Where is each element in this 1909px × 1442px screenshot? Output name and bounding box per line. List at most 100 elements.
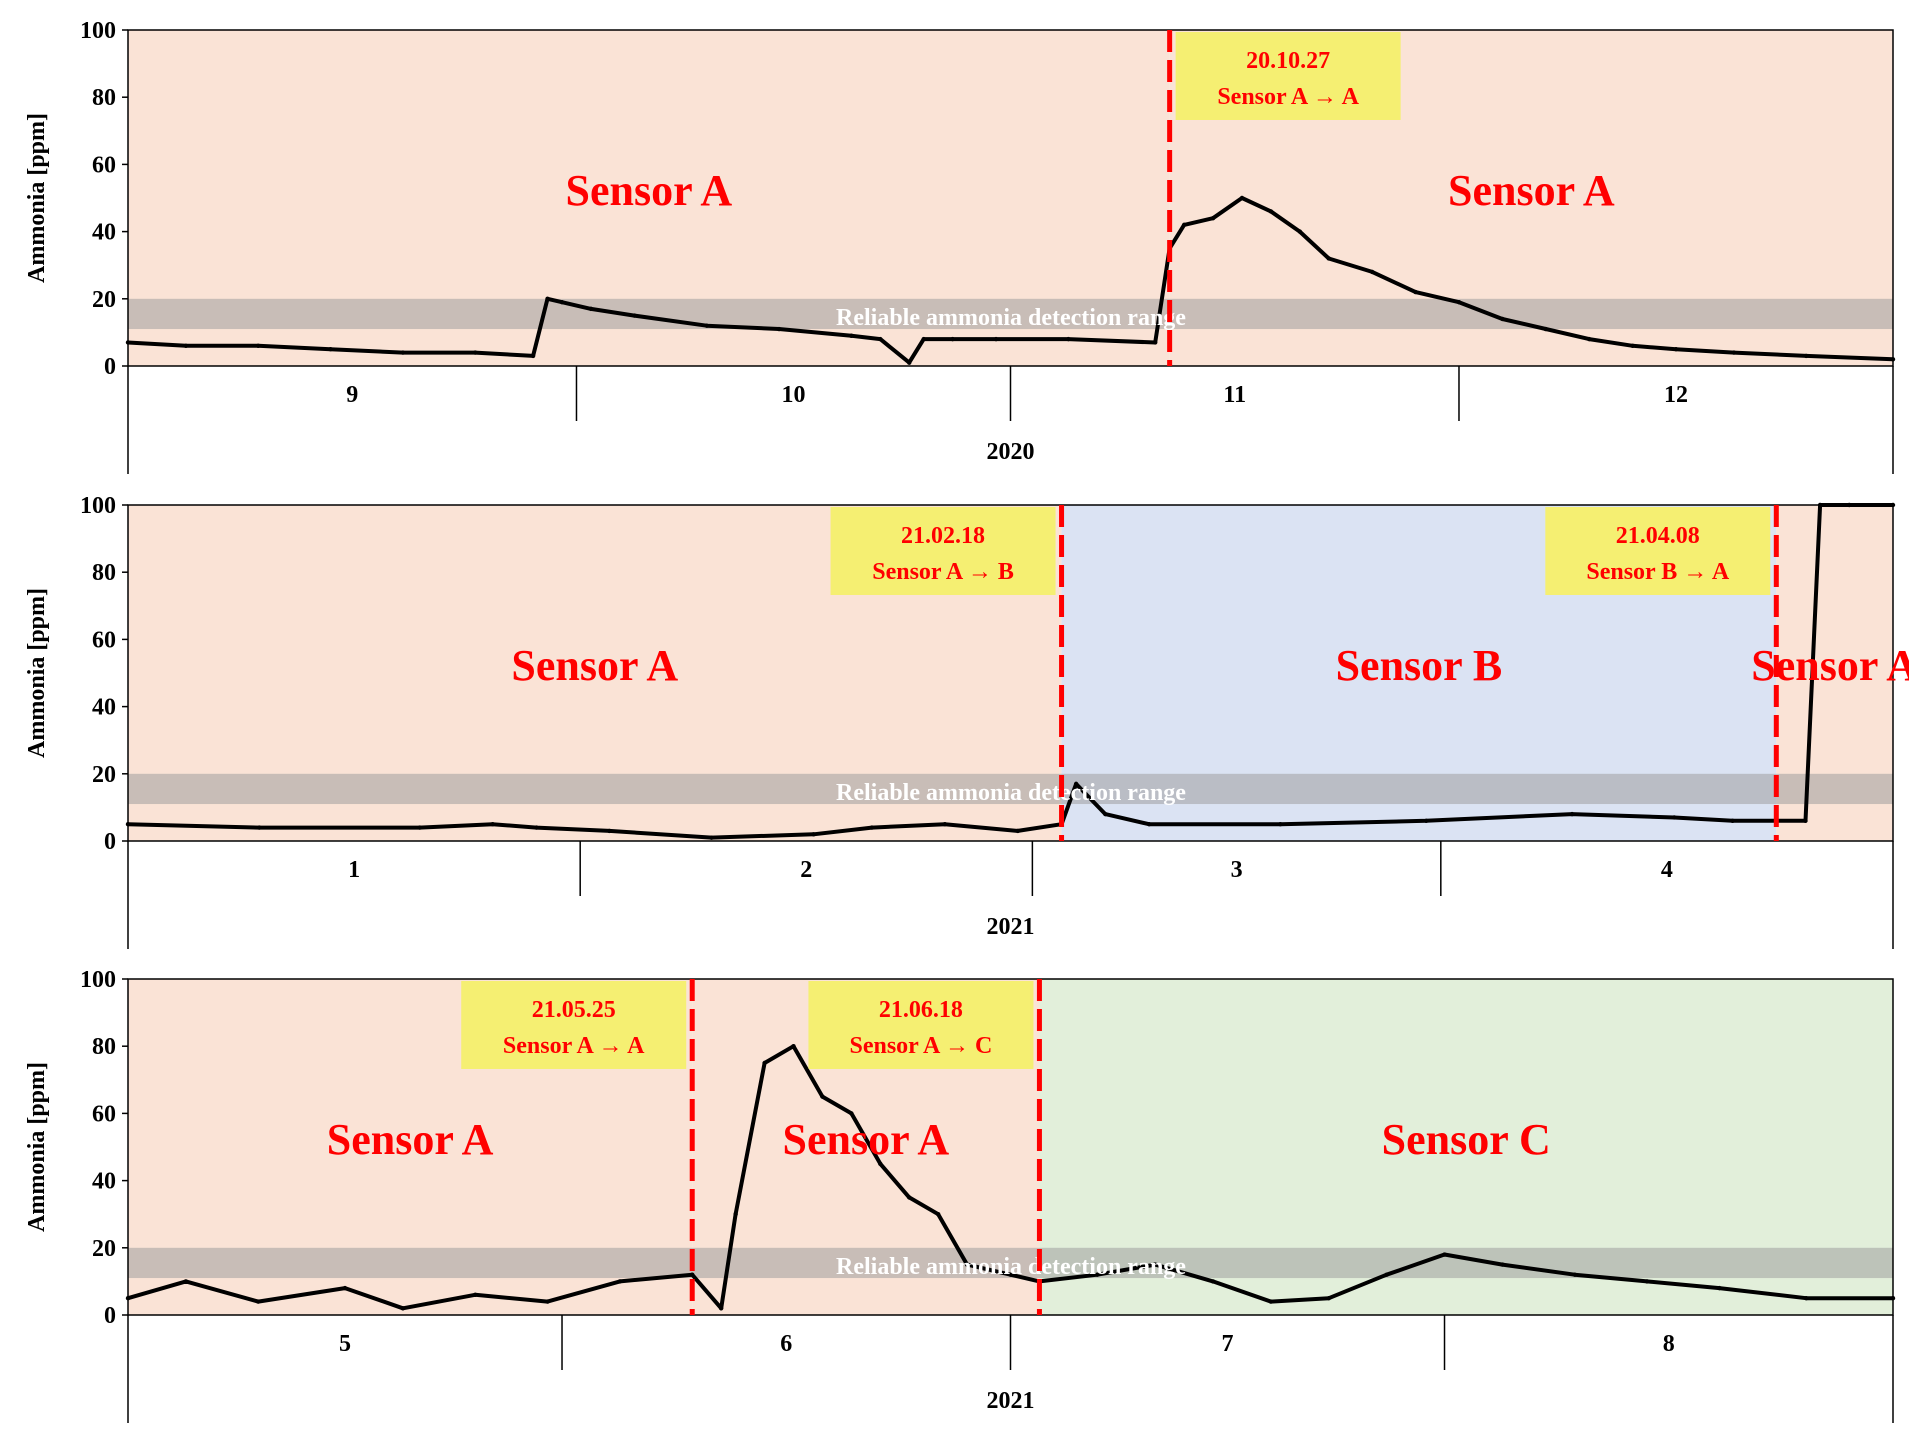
y-tick-label: 60: [92, 627, 116, 653]
ammonia-series-line: [127, 1044, 1893, 1311]
sensor-label: Sensor A: [511, 641, 678, 690]
y-tick-label: 80: [92, 85, 116, 111]
change-sensor-label: Sensor A → C: [849, 1033, 992, 1059]
data-point: [791, 1044, 796, 1049]
data-point: [1369, 269, 1375, 275]
data-point: [1456, 299, 1462, 305]
data-point: [704, 323, 709, 328]
y-tick-label: 40: [92, 695, 116, 721]
x-month-label: 9: [346, 382, 358, 408]
data-point: [607, 828, 612, 834]
data-point: [1442, 1252, 1447, 1257]
x-month-label: 2: [800, 857, 812, 883]
x-month-label: 7: [1222, 1331, 1234, 1357]
change-sensor-label: Sensor A → B: [872, 559, 1014, 585]
data-point: [588, 306, 594, 312]
data-point: [1015, 828, 1020, 834]
data-point: [1210, 215, 1216, 221]
data-point: [1803, 1296, 1809, 1301]
x-month-label: 5: [339, 1331, 351, 1357]
chart-panel-2020: 0 20 40 60 80 100 Ammonia [ppm] 9 10 11 12 2020 Reli…: [24, 18, 1896, 474]
data-point: [950, 336, 955, 342]
x-month-label: 3: [1231, 857, 1243, 883]
data-point: [1500, 1262, 1505, 1267]
data-point: [1890, 357, 1896, 362]
data-point: [762, 1060, 767, 1066]
data-point: [1730, 818, 1735, 824]
data-point: [545, 1299, 550, 1304]
data-point: [1890, 502, 1896, 508]
y-tick-label: 0: [104, 354, 116, 380]
data-point: [690, 1272, 695, 1277]
data-point: [849, 1111, 854, 1116]
y-tick-label: 80: [92, 560, 116, 586]
change-callout-box: [1545, 507, 1771, 595]
data-point: [1543, 326, 1548, 332]
change-callout-box: [1175, 32, 1401, 120]
data-point: [993, 336, 999, 342]
data-point: [811, 832, 816, 837]
y-tick-label: 40: [92, 1169, 116, 1195]
data-point: [125, 340, 131, 345]
x-month-label: 6: [780, 1331, 792, 1357]
data-point: [183, 343, 189, 349]
data-point: [1239, 195, 1245, 201]
change-sensor-label: Sensor B → A: [1586, 559, 1730, 585]
change-sensor-label: Sensor A → A: [1217, 84, 1359, 110]
data-point: [183, 1279, 189, 1284]
y-tick-label: 100: [80, 493, 116, 519]
data-point: [1278, 822, 1283, 827]
data-point: [1297, 229, 1303, 234]
y-tick-label: 100: [80, 18, 116, 44]
y-tick-label: 0: [104, 829, 116, 855]
x-month-label: 8: [1663, 1331, 1675, 1357]
data-point: [473, 1292, 478, 1298]
data-point: [1644, 1279, 1650, 1284]
data-point: [417, 825, 422, 830]
data-point: [1890, 1296, 1896, 1301]
data-point: [709, 835, 714, 840]
data-point: [1424, 818, 1429, 824]
data-point: [718, 1306, 724, 1311]
change-sensor-label: Sensor A → A: [503, 1033, 645, 1059]
data-point: [617, 1279, 623, 1284]
change-date-label: 21.05.25: [532, 997, 616, 1023]
y-tick-label: 0: [104, 1303, 116, 1329]
data-point: [530, 353, 536, 359]
data-point: [1326, 1296, 1331, 1301]
data-point: [534, 825, 539, 830]
data-point: [1803, 818, 1808, 824]
x-year-label: 2021: [987, 1388, 1035, 1414]
y-tick-label: 60: [92, 1101, 116, 1127]
x-month-label: 4: [1661, 857, 1673, 883]
data-point: [964, 1262, 970, 1267]
data-point: [473, 350, 478, 355]
change-date-label: 20.10.27: [1246, 48, 1330, 74]
data-point: [1717, 1285, 1722, 1291]
data-point: [257, 825, 262, 830]
data-point: [342, 1285, 348, 1291]
y-axis-label: Ammonia [ppm]: [24, 1062, 50, 1232]
data-point: [849, 333, 854, 338]
data-point: [1073, 781, 1079, 787]
data-point: [1731, 350, 1737, 355]
reliable-range-band: [128, 298, 1893, 330]
x-month-label: 1: [348, 857, 360, 883]
data-point: [869, 825, 875, 830]
reliable-range-label: Reliable ammonia detection range: [836, 305, 1186, 331]
data-point: [632, 313, 637, 318]
data-point: [1152, 340, 1158, 345]
data-point: [1210, 1279, 1216, 1284]
change-date-label: 21.02.18: [901, 523, 985, 549]
x-month-label: 12: [1664, 382, 1688, 408]
change-callout-box: [461, 981, 687, 1069]
data-point: [1326, 256, 1331, 261]
change-date-label: 21.06.18: [879, 997, 963, 1023]
sensor-label: Sensor A: [327, 1115, 494, 1164]
y-tick-label: 100: [80, 967, 116, 993]
data-point: [400, 1306, 406, 1311]
data-point: [1847, 502, 1852, 508]
data-point: [1384, 1272, 1389, 1277]
data-point: [878, 336, 883, 342]
